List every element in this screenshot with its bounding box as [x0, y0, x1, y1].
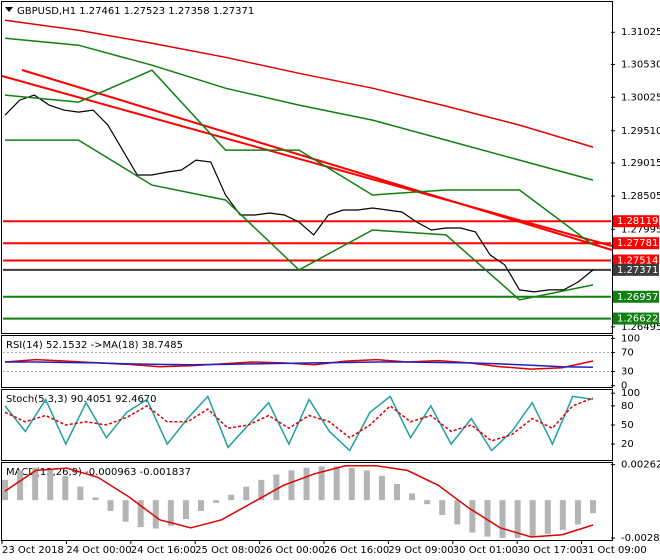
panel-title: MACD(12,26,9) -0.000963 -0.001837: [6, 467, 191, 478]
x-tick-label: 30 Oct 17:00: [517, 545, 582, 556]
histogram-bar: [363, 470, 370, 501]
trendlines: [1, 69, 613, 251]
level-label: 1.26957: [617, 292, 658, 303]
histogram-bar: [62, 475, 69, 501]
histogram-bar: [590, 500, 596, 514]
x-tick-label: 23 Oct 2018: [2, 545, 64, 556]
histogram-bar: [378, 475, 385, 501]
x-tick-label: 31 Oct 09:00: [582, 545, 647, 556]
histogram-bar: [574, 500, 581, 525]
y-tick-label: 1.28505: [621, 191, 660, 202]
x-tick-label: 26 Oct 16:00: [324, 545, 389, 556]
histogram-bar: [559, 500, 566, 530]
histogram-bar: [77, 486, 84, 501]
histogram-bar: [424, 500, 431, 505]
histogram-bar: [2, 479, 8, 501]
histogram-bar: [152, 500, 159, 529]
histogram-bar: [107, 500, 114, 511]
level-label: 1.27371: [617, 265, 658, 276]
histogram-bar: [182, 500, 189, 520]
series-line: [4, 94, 594, 293]
histogram-bar: [17, 470, 24, 501]
series-line: [4, 397, 594, 442]
level-label-box: [613, 254, 659, 267]
series-line: [4, 465, 594, 538]
y-tick-label: 100: [621, 388, 640, 399]
y-tick-label: 80: [621, 401, 634, 412]
histogram-bar: [122, 500, 129, 522]
histogram-bar: [137, 500, 144, 528]
y-tick-label: -0.002809: [621, 533, 660, 544]
level-label-box: [613, 312, 659, 325]
level-label: 1.28119: [617, 216, 658, 227]
histogram-bar: [228, 494, 235, 501]
panel-title: RSI(14) 52.1532 ->MA(18) 38.7485: [6, 340, 183, 351]
histogram-bar: [303, 467, 310, 501]
series-line: [4, 395, 594, 452]
series-line: [5, 139, 594, 301]
histogram-bar: [258, 479, 265, 501]
level-label-box: [613, 290, 659, 303]
histogram-bar: [484, 500, 491, 537]
histogram-bar: [333, 466, 340, 501]
histogram-bar: [499, 500, 506, 538]
histogram-bar: [439, 500, 446, 516]
level-label: 1.27781: [617, 238, 658, 249]
histogram-bar: [32, 467, 39, 501]
level-label: 1.27514: [617, 256, 658, 267]
series-line: [4, 37, 594, 181]
y-tick-label: 1.30025: [621, 92, 660, 103]
y-tick-label: 1.30530: [621, 59, 660, 70]
series-line: [5, 361, 594, 369]
histogram-bar: [318, 466, 325, 501]
panel-title: Stoch(5,3,3) 90.4051 92.4670: [6, 394, 157, 405]
y-tick-label: 100: [621, 333, 640, 344]
histogram-bar: [273, 474, 280, 501]
histogram-bar: [529, 500, 536, 537]
histogram-bar: [394, 483, 400, 501]
series-line: [4, 69, 594, 246]
level-label-box: [613, 263, 659, 276]
histogram-bar: [213, 500, 220, 503]
x-tick-label: 26 Oct 00:00: [260, 545, 325, 556]
y-tick-label: 1.31025: [621, 27, 660, 38]
histogram-bar: [167, 500, 174, 526]
y-tick-label: 1.27995: [621, 224, 660, 235]
y-tick-label: 1.26495: [621, 322, 660, 333]
x-tick-label: 30 Oct 01:00: [453, 545, 518, 556]
x-tick-label: 25 Oct 08:00: [195, 545, 260, 556]
x-tick-label: 29 Oct 09:00: [388, 545, 453, 556]
histogram-bar: [288, 470, 295, 501]
y-tick-label: 0: [621, 381, 627, 392]
histogram-bar: [348, 467, 355, 501]
y-tick-label: 30: [621, 366, 634, 377]
y-tick-label: 1.29015: [621, 158, 660, 169]
histogram-bar: [92, 497, 99, 501]
y-tick-label: 50: [621, 420, 634, 431]
histogram-bar: [469, 500, 476, 533]
histogram-bar: [409, 493, 416, 501]
y-tick-label: 70: [621, 348, 634, 359]
y-tick-label: 0.002628: [621, 460, 660, 471]
level-label: 1.26622: [617, 314, 658, 325]
x-tick-label: 24 Oct 16:00: [131, 545, 196, 556]
histogram-bar: [243, 486, 250, 501]
histogram-bar: [47, 469, 54, 501]
menu-icon: [5, 7, 13, 12]
histogram-bar: [514, 500, 521, 538]
series-line: [4, 19, 594, 148]
panel-title: GBPUSD,H1 1.27461 1.27523 1.27358 1.2737…: [17, 6, 254, 17]
y-tick-label: 20: [621, 439, 634, 450]
histogram-bar: [198, 500, 204, 511]
y-tick-label: 1.29510: [621, 126, 660, 137]
level-label-box: [613, 215, 659, 228]
histogram-bar: [454, 500, 461, 525]
x-tick-label: 24 Oct 00:00: [66, 545, 131, 556]
histogram-bar: [544, 500, 551, 534]
level-label-box: [613, 237, 659, 250]
